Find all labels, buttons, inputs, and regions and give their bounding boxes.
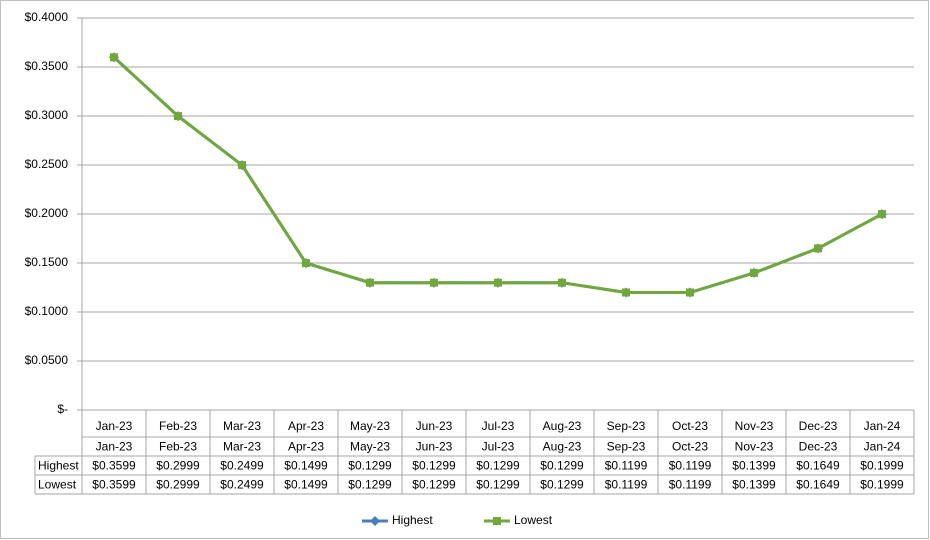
x-tick-label: Mar-23 xyxy=(223,419,261,433)
table-cell: $0.1199 xyxy=(669,459,712,473)
table-cell: $0.1399 xyxy=(732,478,776,492)
point xyxy=(622,288,630,297)
table-header: Apr-23 xyxy=(288,440,324,454)
y-tick-label: $0.1500 xyxy=(25,255,69,269)
table-cell: $0.1999 xyxy=(860,459,904,473)
legend-label: Highest xyxy=(392,513,433,527)
legend-marker xyxy=(370,516,380,526)
x-tick-label: Oct-23 xyxy=(672,419,708,433)
x-tick-label: Sep-23 xyxy=(607,419,646,433)
point xyxy=(558,278,566,287)
table-cell: $0.1299 xyxy=(540,478,584,492)
point xyxy=(878,210,886,219)
table-row-name: Lowest xyxy=(38,478,77,492)
table-cell: $0.1199 xyxy=(605,459,648,473)
table-cell: $0.2999 xyxy=(156,478,200,492)
table-header: Aug-23 xyxy=(543,440,582,454)
point xyxy=(686,288,694,297)
point xyxy=(494,278,502,287)
y-tick-label: $0.3000 xyxy=(25,108,69,122)
table-header: Sep-23 xyxy=(607,440,646,454)
table-cell: $0.1299 xyxy=(348,478,392,492)
table-cell: $0.1499 xyxy=(284,459,328,473)
table-cell: $0.1299 xyxy=(540,459,584,473)
point xyxy=(430,278,438,287)
table-header: Nov-23 xyxy=(735,440,774,454)
table-cell: $0.1299 xyxy=(476,478,520,492)
table-header: Jan-23 xyxy=(96,440,133,454)
table-cell: $0.1649 xyxy=(796,459,840,473)
y-tick-label: $0.2000 xyxy=(25,206,69,220)
table-header: Jun-23 xyxy=(416,440,453,454)
point xyxy=(238,161,246,170)
x-tick-label: Jul-23 xyxy=(482,419,515,433)
y-tick-label: $0.0500 xyxy=(25,353,69,367)
table-header: Jan-24 xyxy=(864,440,901,454)
table-cell: $0.1299 xyxy=(412,459,456,473)
table-cell: $0.1199 xyxy=(669,478,712,492)
table-cell: $0.2499 xyxy=(220,478,264,492)
x-tick-label: Feb-23 xyxy=(159,419,197,433)
table-header: May-23 xyxy=(350,440,390,454)
table-header: Mar-23 xyxy=(223,440,261,454)
table-cell: $0.1499 xyxy=(284,478,328,492)
table-cell: $0.1299 xyxy=(476,459,520,473)
legend-label: Lowest xyxy=(514,513,553,527)
table-cell: $0.3599 xyxy=(92,478,136,492)
table-cell: $0.1399 xyxy=(732,459,776,473)
table-cell: $0.1999 xyxy=(860,478,904,492)
y-tick-label: $0.4000 xyxy=(25,10,69,24)
x-tick-label: May-23 xyxy=(350,419,390,433)
table-header: Oct-23 xyxy=(672,440,708,454)
x-tick-label: Jun-23 xyxy=(416,419,453,433)
table-header: Feb-23 xyxy=(159,440,197,454)
table-header: Jul-23 xyxy=(482,440,515,454)
y-tick-label: $- xyxy=(57,402,68,416)
point xyxy=(110,53,118,62)
x-tick-label: Dec-23 xyxy=(799,419,838,433)
table-cell: $0.2999 xyxy=(156,459,200,473)
point xyxy=(814,244,822,253)
table-header: Dec-23 xyxy=(799,440,838,454)
table-cell: $0.2499 xyxy=(220,459,264,473)
point xyxy=(174,112,182,121)
table-cell: $0.1649 xyxy=(796,478,840,492)
x-tick-label: Jan-23 xyxy=(96,419,133,433)
table-cell: $0.3599 xyxy=(92,459,136,473)
table-cell: $0.1299 xyxy=(412,478,456,492)
table-cell: $0.1199 xyxy=(605,478,648,492)
x-tick-label: Aug-23 xyxy=(543,419,582,433)
x-tick-label: Nov-23 xyxy=(735,419,774,433)
table-row-name: Highest xyxy=(38,459,79,473)
y-tick-label: $0.2500 xyxy=(25,157,69,171)
point xyxy=(366,278,374,287)
point xyxy=(750,268,758,277)
legend-marker xyxy=(493,517,501,525)
point xyxy=(302,259,310,268)
x-tick-label: Jan-24 xyxy=(864,419,901,433)
table-cell: $0.1299 xyxy=(348,459,392,473)
y-tick-label: $0.3500 xyxy=(25,59,69,73)
y-tick-label: $0.1000 xyxy=(25,304,69,318)
x-tick-label: Apr-23 xyxy=(288,419,324,433)
